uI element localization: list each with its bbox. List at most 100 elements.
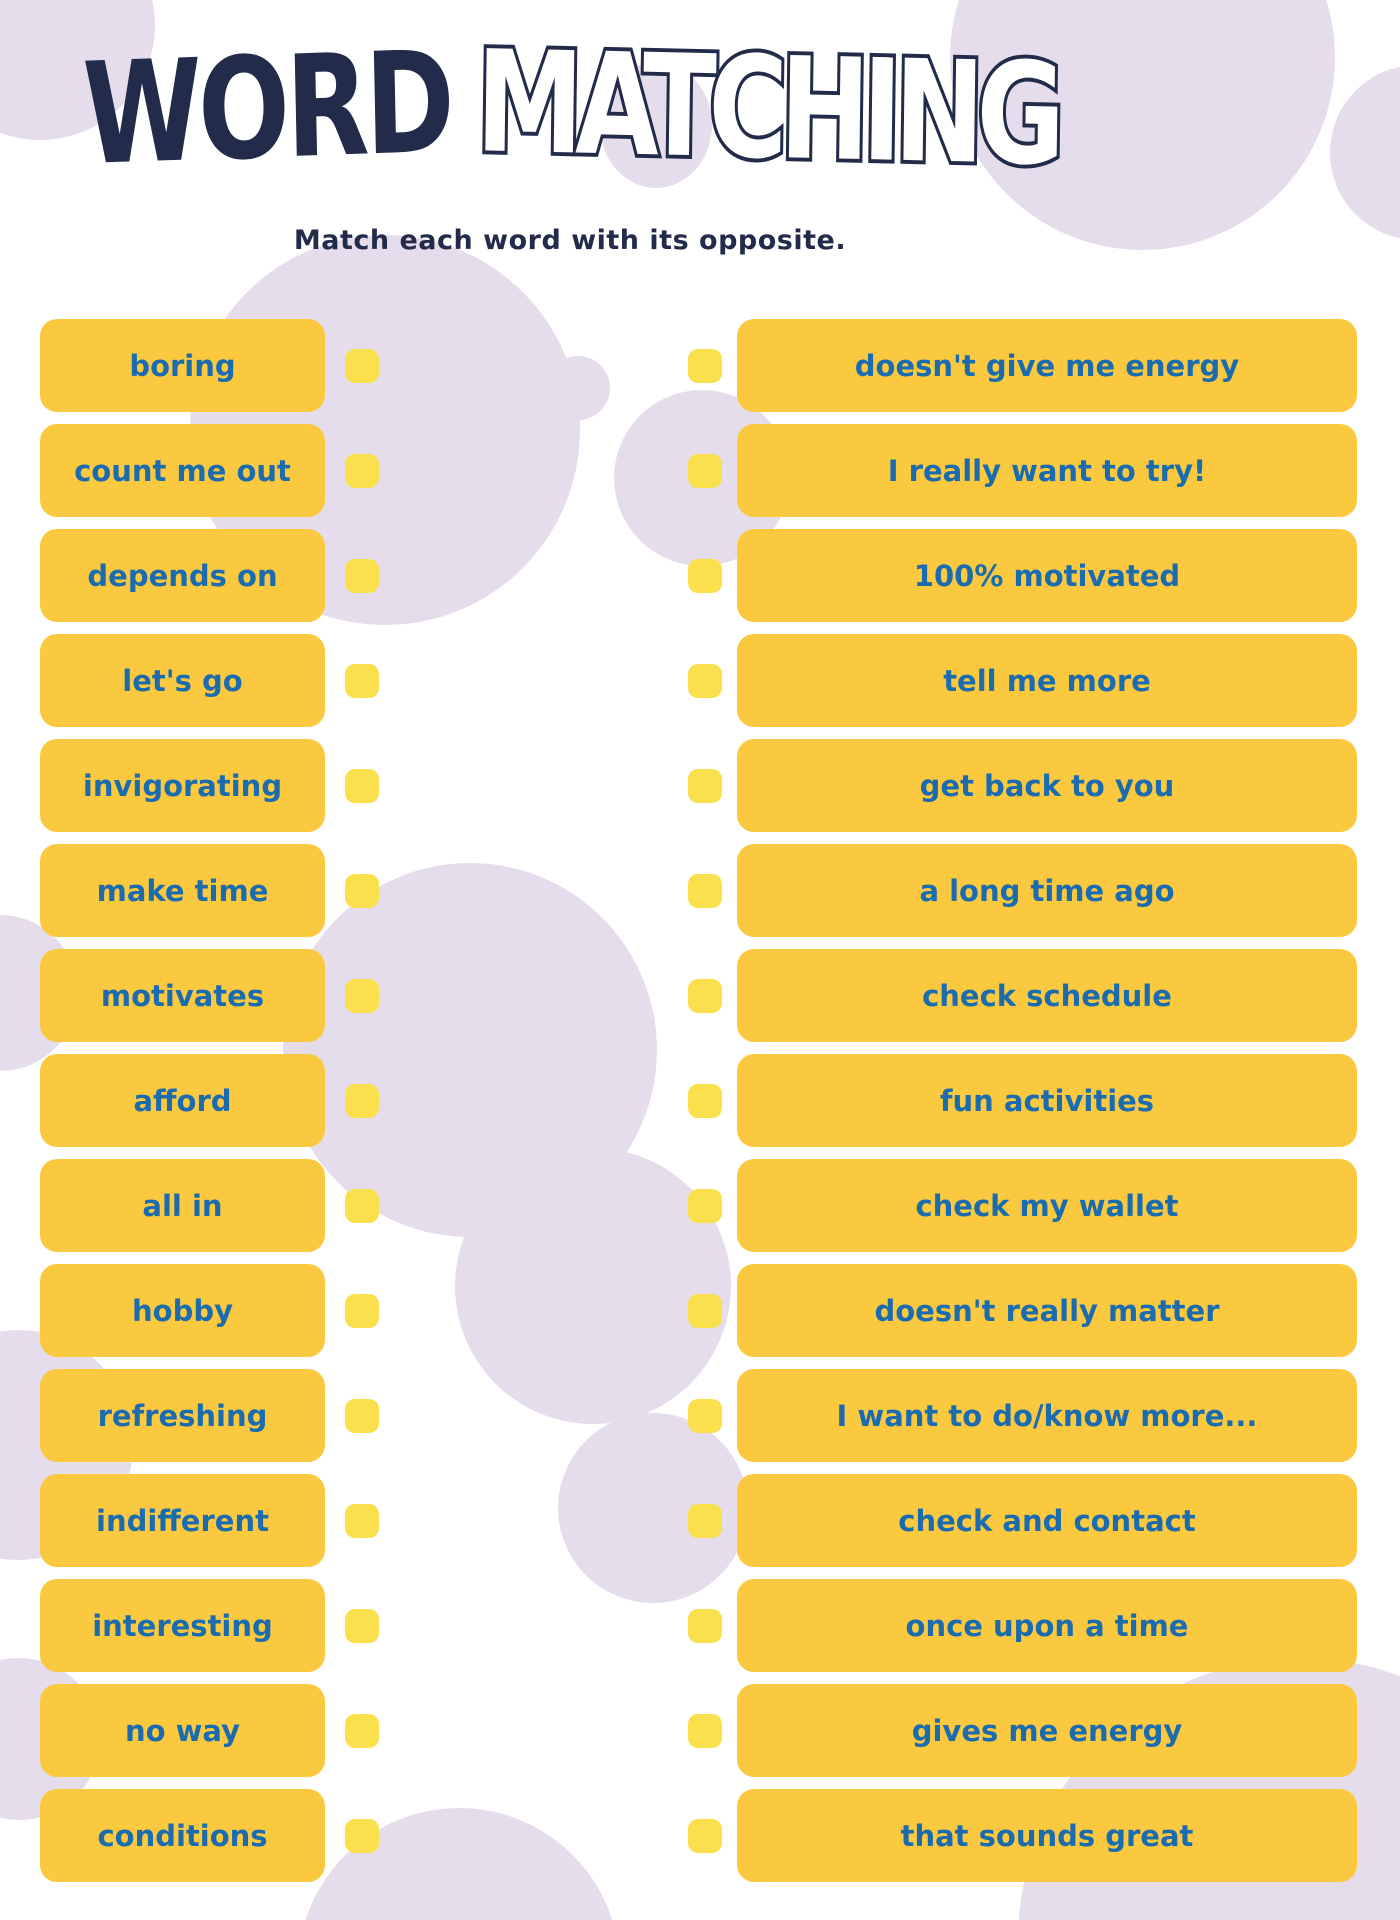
- background-circle: [600, 62, 712, 188]
- right-phrase-card[interactable]: I really want to try!: [737, 424, 1357, 517]
- left-word-card[interactable]: hobby: [40, 1264, 325, 1357]
- match-row: motivates check schedule: [0, 949, 1400, 1042]
- right-phrase-card[interactable]: get back to you: [737, 739, 1357, 832]
- right-phrase-label: I really want to try!: [887, 453, 1207, 488]
- left-word-card[interactable]: invigorating: [40, 739, 325, 832]
- left-match-checkbox[interactable]: [345, 1609, 379, 1643]
- left-word-label: let's go: [122, 663, 243, 698]
- page-title: WORD MATCHING: [0, 18, 1140, 201]
- instructions-text: Match each word with its opposite.: [293, 225, 847, 256]
- match-row: conditions that sounds great: [0, 1789, 1400, 1882]
- left-word-card[interactable]: depends on: [40, 529, 325, 622]
- right-phrase-label: check schedule: [922, 978, 1172, 1013]
- right-match-checkbox[interactable]: [688, 1819, 722, 1853]
- right-match-checkbox[interactable]: [688, 349, 722, 383]
- right-match-checkbox[interactable]: [688, 559, 722, 593]
- right-match-checkbox[interactable]: [688, 1504, 722, 1538]
- right-phrase-label: 100% motivated: [913, 558, 1181, 593]
- right-phrase-label: check and contact: [898, 1503, 1196, 1538]
- right-phrase-label: doesn't give me energy: [854, 348, 1240, 383]
- right-match-checkbox[interactable]: [688, 1714, 722, 1748]
- left-match-checkbox[interactable]: [345, 874, 379, 908]
- left-word-card[interactable]: interesting: [40, 1579, 325, 1672]
- left-word-label: make time: [96, 873, 269, 908]
- right-match-checkbox[interactable]: [688, 1294, 722, 1328]
- right-match-checkbox[interactable]: [688, 1609, 722, 1643]
- match-row: invigorating get back to you: [0, 739, 1400, 832]
- left-word-label: refreshing: [97, 1398, 268, 1433]
- left-word-card[interactable]: count me out: [40, 424, 325, 517]
- title-word-2: MATCHING: [472, 18, 1062, 201]
- right-phrase-label: get back to you: [919, 768, 1175, 803]
- header: WORD MATCHING Match each word with its op…: [0, 0, 1140, 256]
- match-row: all in check my wallet: [0, 1159, 1400, 1252]
- left-match-checkbox[interactable]: [345, 1714, 379, 1748]
- left-word-label: depends on: [87, 558, 278, 593]
- right-phrase-label: I want to do/know more...: [836, 1398, 1258, 1433]
- left-match-checkbox[interactable]: [345, 349, 379, 383]
- left-match-checkbox[interactable]: [345, 559, 379, 593]
- match-row: count me out I really want to try!: [0, 424, 1400, 517]
- right-phrase-card[interactable]: doesn't really matter: [737, 1264, 1357, 1357]
- right-phrase-label: doesn't really matter: [874, 1293, 1220, 1328]
- left-word-card[interactable]: indifferent: [40, 1474, 325, 1567]
- left-word-card[interactable]: no way: [40, 1684, 325, 1777]
- left-match-checkbox[interactable]: [345, 1819, 379, 1853]
- left-word-label: hobby: [132, 1293, 233, 1328]
- left-match-checkbox[interactable]: [345, 1294, 379, 1328]
- right-phrase-label: once upon a time: [905, 1608, 1189, 1643]
- left-word-card[interactable]: make time: [40, 844, 325, 937]
- left-word-card[interactable]: afford: [40, 1054, 325, 1147]
- left-match-checkbox[interactable]: [345, 454, 379, 488]
- right-phrase-card[interactable]: check my wallet: [737, 1159, 1357, 1252]
- right-match-checkbox[interactable]: [688, 979, 722, 1013]
- left-match-checkbox[interactable]: [345, 1504, 379, 1538]
- right-match-checkbox[interactable]: [688, 664, 722, 698]
- background-circle: [455, 1148, 731, 1424]
- left-word-card[interactable]: conditions: [40, 1789, 325, 1882]
- left-match-checkbox[interactable]: [345, 1084, 379, 1118]
- right-phrase-card[interactable]: tell me more: [737, 634, 1357, 727]
- left-word-card[interactable]: boring: [40, 319, 325, 412]
- right-phrase-label: gives me energy: [911, 1713, 1183, 1748]
- right-phrase-card[interactable]: 100% motivated: [737, 529, 1357, 622]
- left-word-card[interactable]: let's go: [40, 634, 325, 727]
- right-match-checkbox[interactable]: [688, 769, 722, 803]
- right-match-checkbox[interactable]: [688, 1399, 722, 1433]
- match-row: make time a long time ago: [0, 844, 1400, 937]
- right-phrase-label: check my wallet: [915, 1188, 1179, 1223]
- left-match-checkbox[interactable]: [345, 1189, 379, 1223]
- match-row: afford fun activities: [0, 1054, 1400, 1147]
- matching-area: boring doesn't give me energy count me o…: [0, 319, 1400, 1894]
- right-phrase-card[interactable]: fun activities: [737, 1054, 1357, 1147]
- left-match-checkbox[interactable]: [345, 979, 379, 1013]
- right-phrase-card[interactable]: a long time ago: [737, 844, 1357, 937]
- left-word-label: indifferent: [96, 1503, 269, 1538]
- left-word-card[interactable]: refreshing: [40, 1369, 325, 1462]
- right-phrase-card[interactable]: gives me energy: [737, 1684, 1357, 1777]
- left-word-label: interesting: [92, 1608, 273, 1643]
- right-phrase-card[interactable]: I want to do/know more...: [737, 1369, 1357, 1462]
- right-match-checkbox[interactable]: [688, 1189, 722, 1223]
- left-word-card[interactable]: motivates: [40, 949, 325, 1042]
- left-word-label: count me out: [74, 453, 291, 488]
- left-match-checkbox[interactable]: [345, 769, 379, 803]
- right-phrase-card[interactable]: that sounds great: [737, 1789, 1357, 1882]
- left-match-checkbox[interactable]: [345, 1399, 379, 1433]
- right-phrase-card[interactable]: doesn't give me energy: [737, 319, 1357, 412]
- match-row: hobby doesn't really matter: [0, 1264, 1400, 1357]
- match-row: refreshing I want to do/know more...: [0, 1369, 1400, 1462]
- right-phrase-card[interactable]: check and contact: [737, 1474, 1357, 1567]
- right-phrase-card[interactable]: once upon a time: [737, 1579, 1357, 1672]
- background-circle: [1330, 65, 1400, 240]
- right-match-checkbox[interactable]: [688, 454, 722, 488]
- right-phrase-card[interactable]: check schedule: [737, 949, 1357, 1042]
- right-match-checkbox[interactable]: [688, 874, 722, 908]
- left-word-card[interactable]: all in: [40, 1159, 325, 1252]
- left-match-checkbox[interactable]: [345, 664, 379, 698]
- left-word-label: invigorating: [82, 768, 283, 803]
- background-circle: [546, 356, 610, 420]
- left-word-label: conditions: [97, 1818, 268, 1853]
- right-match-checkbox[interactable]: [688, 1084, 722, 1118]
